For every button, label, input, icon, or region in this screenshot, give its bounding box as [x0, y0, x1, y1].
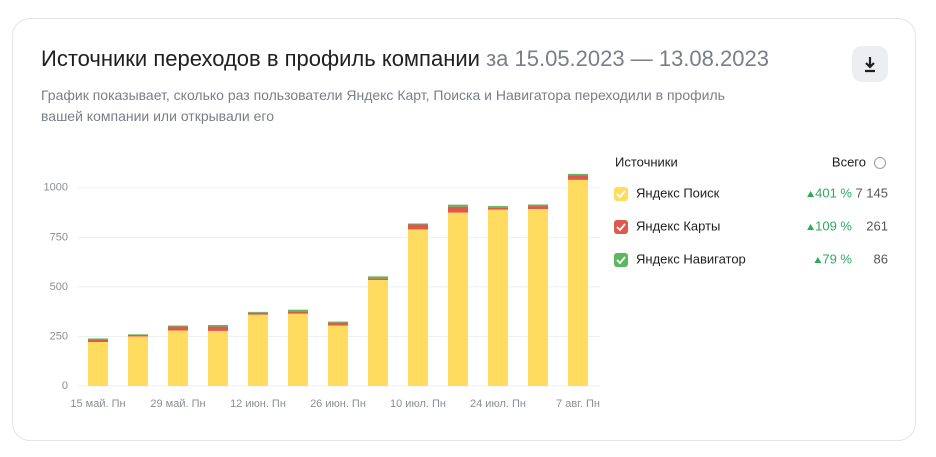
title: Источники переходов в профиль компании з… — [41, 46, 769, 72]
bar-segment — [248, 314, 268, 386]
subtitle: График показывает, сколько раз пользоват… — [41, 87, 725, 124]
bar-segment — [88, 339, 108, 343]
help-icon — [874, 157, 886, 169]
bar-segment — [568, 179, 588, 386]
x-tick-label: 7 авг. Пн — [556, 398, 600, 410]
bar-segment — [248, 312, 268, 315]
legend-total: 261 — [866, 218, 888, 233]
bar-segment — [168, 325, 188, 327]
bar-segment — [488, 207, 508, 210]
bar-segment — [328, 321, 348, 323]
download-icon — [865, 57, 875, 73]
bar-segment — [88, 342, 108, 386]
legend-change: 109 % — [815, 218, 852, 233]
period: за 15.05.2023 — 13.08.2023 — [486, 46, 769, 71]
legend-checkbox[interactable] — [614, 187, 628, 201]
check-mark — [616, 256, 626, 265]
bar-segment — [128, 334, 148, 335]
legend-total: 7 145 — [855, 185, 888, 200]
x-tick-label: 29 май. Пн — [150, 398, 205, 410]
card — [12, 18, 916, 441]
legend-label: Яндекс Навигатор — [636, 251, 746, 266]
y-tick-label: 1000 — [44, 182, 68, 194]
bar-segment — [528, 209, 548, 386]
bar-segment — [408, 229, 428, 386]
bar-segment — [448, 212, 468, 386]
bar-segment — [328, 325, 348, 386]
legend-label: Яндекс Карты — [636, 218, 720, 233]
bar-segment — [288, 313, 308, 386]
check-mark — [616, 190, 626, 199]
legend-label: Яндекс Поиск — [636, 185, 720, 200]
x-tick-label: 15 май. Пн — [70, 398, 125, 410]
bar-segment — [128, 336, 148, 386]
up-triangle — [814, 257, 822, 263]
bar-segment — [88, 338, 108, 340]
y-tick-label: 250 — [50, 330, 68, 342]
bar-segment — [168, 326, 188, 331]
bar-segment — [528, 206, 548, 210]
bar-segment — [288, 309, 308, 312]
bar-segment — [368, 278, 388, 280]
bar-segment — [408, 224, 428, 230]
y-tick-label: 750 — [50, 231, 68, 243]
x-tick-label: 26 июн. Пн — [310, 398, 366, 410]
bar-segment — [208, 324, 228, 327]
bar-segment — [528, 204, 548, 207]
y-tick-label: 0 — [62, 380, 68, 392]
up-triangle — [807, 224, 815, 230]
legend-change: 79 % — [822, 251, 852, 266]
x-tick-label: 24 июл. Пн — [470, 398, 526, 410]
check-mark — [616, 223, 626, 232]
bar-segment — [488, 206, 508, 208]
download-button[interactable] — [852, 46, 888, 82]
legend-title: Источники — [615, 154, 678, 169]
x-tick-label: 12 июн. Пн — [230, 398, 286, 410]
legend-total: 86 — [874, 251, 888, 266]
bar-segment — [328, 322, 348, 326]
bar-segment — [128, 334, 148, 337]
bar-segment — [168, 330, 188, 386]
up-triangle — [807, 191, 815, 197]
bar-segment — [288, 311, 308, 314]
y-tick-label: 500 — [50, 281, 68, 293]
bar-segment — [368, 279, 388, 386]
bar-segment — [208, 326, 228, 331]
bar-segment — [208, 330, 228, 386]
x-tick-label: 10 июл. Пн — [390, 398, 446, 410]
bar-segment — [368, 276, 388, 279]
legend-checkbox[interactable] — [614, 220, 628, 234]
title-text: Источники переходов в профиль компании — [41, 46, 480, 71]
legend-total-header: Всего — [832, 154, 866, 169]
legend-checkbox[interactable] — [614, 253, 628, 267]
bar-segment — [568, 175, 588, 180]
bar-segment — [448, 206, 468, 213]
bar-segment — [408, 223, 428, 225]
bar-segment — [488, 209, 508, 386]
bar-segment — [248, 311, 268, 313]
bar-segment — [568, 173, 588, 176]
legend-change: 401 % — [815, 185, 852, 200]
bar-segment — [448, 204, 468, 207]
